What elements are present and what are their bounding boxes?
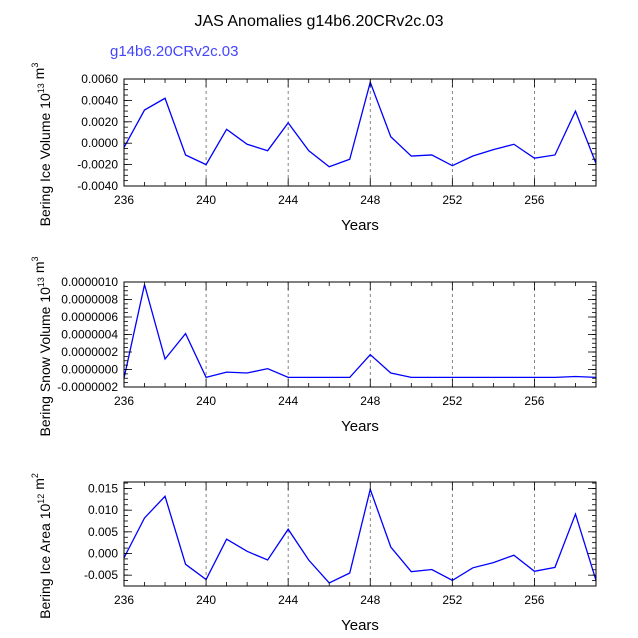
y-tick-label: 0.0000000 [61,363,118,377]
x-tick-label: 244 [278,193,298,207]
series-line [123,284,597,379]
y-axis-label-part: Bering Snow Volume 10 [37,287,53,437]
y-tick-label: 0.015 [88,482,118,496]
y-tick-label: 0.0000 [81,136,118,150]
x-tick-label: 236 [114,593,134,607]
y-tick-label: -0.0000002 [57,380,118,394]
x-tick-label: 240 [196,394,216,408]
y-axis-label-part: m [31,478,47,494]
x-tick-label: 240 [196,193,216,207]
x-tick-label: 252 [442,593,462,607]
plot-frame [123,78,597,187]
plot-frame [123,281,597,388]
y-axis-label: Bering Snow Volume 1013 m3 [30,256,53,436]
x-tick-label: 244 [278,394,298,408]
y-tick-label: -0.005 [84,568,118,582]
y-tick-label: 0.0040 [81,93,118,107]
panel-1: 236 240 244 248 252 256 0.0060 0.0040 0.0020 0.00… [30,63,597,234]
y-axis-label-superscript: 2 [30,473,40,478]
y-axis-label-part: Bering Ice Area 10 [37,503,53,618]
y-tick-label: 0.0020 [81,115,118,129]
y-axis-label-part: m [31,68,47,84]
y-tick-label: 0.0000006 [61,310,118,324]
y-axis-label-part: Bering Ice Volume 10 [37,93,53,226]
x-tick-label: 240 [196,593,216,607]
panels: 236 240 244 248 252 256 0.0060 0.0040 0.0020 0.00… [30,63,597,634]
x-axis-label: Years [341,217,379,234]
x-tick-label: 252 [442,394,462,408]
series-label: g14b6.20CRv2c.03 [110,43,238,60]
y-tick-label: 0.010 [88,503,118,517]
x-tick-label: 248 [360,593,380,607]
y-tick-label: 0.0000004 [61,328,118,342]
y-axis-label-superscript: 12 [36,494,46,504]
y-tick-label: 0.0000002 [61,345,118,359]
y-axis-label: Bering Ice Area 1012 m2 [30,473,53,619]
y-axis-label: Bering Ice Volume 1013 m3 [30,63,53,227]
x-tick-label: 248 [360,394,380,408]
y-axis-label-superscript: 3 [30,63,40,68]
y-tick-label: 0.000 [88,547,118,561]
y-axis-label-superscript: 3 [30,256,40,261]
chart-title: JAS Anomalies g14b6.20CRv2c.03 [194,13,443,30]
y-tick-label: 0.0060 [81,72,118,86]
y-axis-label-part: m [31,262,47,278]
y-axis-label-superscript: 13 [36,83,46,93]
y-axis-label-superscript: 13 [36,277,46,287]
series-line [123,487,597,584]
panel-2: 236 240 244 248 252 256 0.0000010 0.0000008 0.00… [30,256,597,437]
plot-frame [123,481,597,587]
x-tick-label: 244 [278,593,298,607]
series-line [123,80,597,168]
y-tick-label: -0.0040 [77,179,118,193]
y-tick-label: 0.0000008 [61,293,118,307]
x-tick-label: 248 [360,193,380,207]
x-axis-label: Years [341,418,379,435]
y-tick-label: -0.0020 [77,158,118,172]
y-tick-label: 0.005 [88,525,118,539]
x-tick-label: 256 [524,593,544,607]
x-tick-label: 256 [524,394,544,408]
x-tick-label: 252 [442,193,462,207]
y-tick-label: 0.0000010 [61,275,118,289]
x-tick-label: 256 [524,193,544,207]
x-tick-label: 236 [114,193,134,207]
panel-3: 236 240 244 248 252 256 0.015 0.010 0.005 0.000 -0… [30,473,597,634]
x-tick-label: 236 [114,394,134,408]
x-axis-label: Years [341,617,379,634]
